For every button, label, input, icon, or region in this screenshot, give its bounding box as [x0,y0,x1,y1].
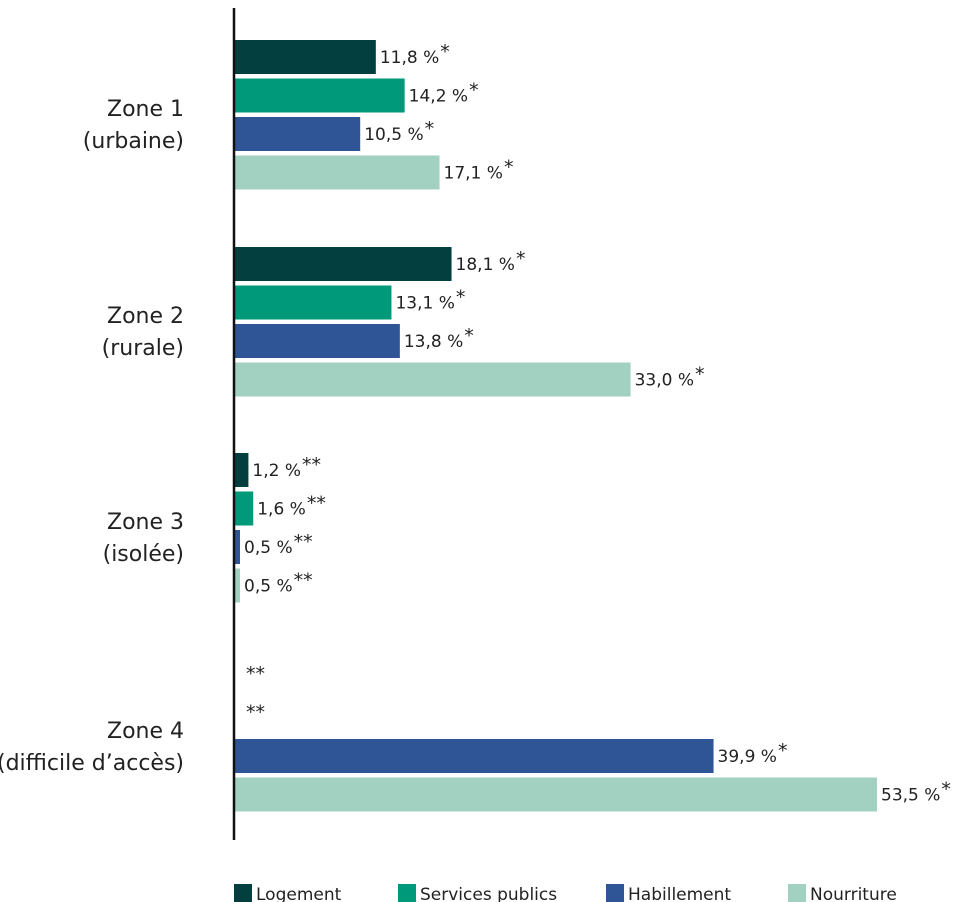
value-labels-group: 11,8 %* 14,2 %* 10,5 %* 17,1 %* 18,1 %* 13,1 … [244,41,951,806]
bar-nourriture [234,777,877,812]
value-label: 1,6 %** [257,493,326,520]
bar-nourriture [234,362,631,397]
value-label: 33,0 %* [635,364,705,391]
legend-label: Habillement [628,885,731,902]
bar-habillement [234,324,400,358]
category-label: Zone 2 [107,304,184,329]
bars-group [234,40,877,812]
bar-logement [234,453,249,487]
value-label: 17,1 %* [444,157,514,184]
value-label: 13,1 %* [395,287,465,314]
value-label: 18,1 %* [456,248,526,275]
bar-logement [234,247,452,281]
bar-nourriture [234,568,241,603]
category-label: Zone 1 [107,97,184,122]
value-label: 1,2 %** [252,454,321,481]
value-label: 53,5 %* [881,779,951,806]
category-labels-group: Zone 1 (urbaine) Zone 2 (rurale) Zone 3 (isol… [0,97,184,776]
legend-label: Services publics [420,885,557,902]
bar-services-publics [234,78,405,113]
legend-swatch [788,884,806,902]
category-label: (urbaine) [83,129,184,154]
bar-habillement [234,739,714,773]
value-label: 14,2 %* [409,80,479,107]
bar-habillement [234,117,361,151]
bar-nourriture [234,155,440,190]
value-label: 13,8 %* [404,325,474,352]
bar-services-publics [234,285,392,320]
bar-habillement [234,530,241,564]
legend-label: Logement [256,885,342,902]
value-label: 10,5 %* [364,118,434,145]
value-label: 0,5 %** [244,570,313,597]
legend-swatch [398,884,416,902]
legend-swatch [234,884,252,902]
legend-label: Nourriture [810,885,897,902]
category-label: Zone 4 [107,719,184,744]
bar-logement [234,40,376,74]
legend: Logement Services publics Habillement Nourr… [234,884,897,902]
bar-services-publics [234,491,254,526]
category-label: (difficile d’accès) [0,751,184,776]
category-label: Zone 3 [107,510,184,535]
legend-swatch [606,884,624,902]
value-label: ** [246,663,265,685]
value-label: 11,8 %* [380,41,450,68]
value-label: ** [246,702,265,724]
value-label: 0,5 %** [244,531,313,558]
category-label: (rurale) [102,336,184,361]
value-label: 39,9 %* [718,740,788,767]
category-label: (isolée) [103,542,184,567]
